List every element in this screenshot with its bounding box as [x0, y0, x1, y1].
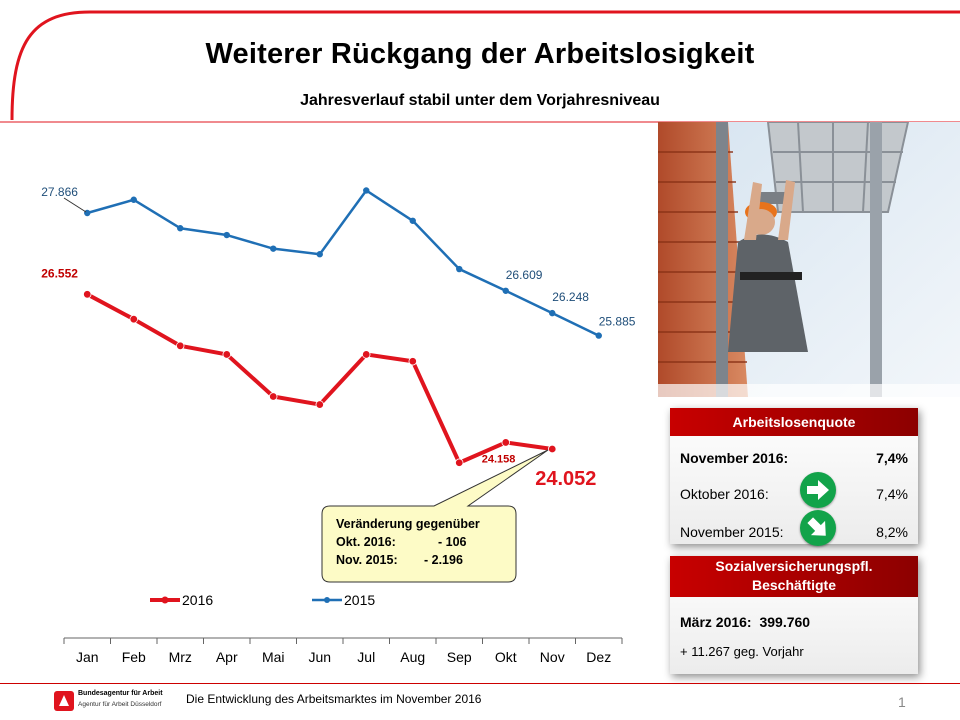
- data-point-2016: [455, 458, 464, 467]
- data-label-2016-okt: 24.158: [482, 453, 516, 465]
- data-point-2016: [501, 438, 510, 447]
- callout-oct-value: - 106: [438, 535, 467, 549]
- data-label-2015-dez: 25.885: [599, 315, 636, 329]
- rate-row: Oktober 2016: 7,4%: [680, 486, 908, 506]
- x-tick-label: Apr: [216, 649, 238, 665]
- data-label-2015-jan: 27.866: [41, 185, 78, 199]
- data-point-2016: [176, 341, 185, 350]
- employment-change-text: + 11.267 geg. Vorjahr: [680, 644, 804, 659]
- x-tick-label: Sep: [447, 649, 472, 665]
- footer-divider: [0, 683, 960, 684]
- rate-row-label: Oktober 2016:: [680, 486, 769, 502]
- data-point-2015: [549, 309, 556, 317]
- arrow-down-right-icon: [800, 510, 836, 546]
- agency-subname: Agentur für Arbeit Düsseldorf: [78, 701, 162, 708]
- rate-row: November 2015: 8,2%: [680, 524, 908, 544]
- agency-name: Bundesagentur für Arbeit: [78, 690, 163, 697]
- x-tick-label: Feb: [122, 649, 146, 665]
- x-tick-label: Jul: [357, 649, 375, 665]
- page-number: 1: [898, 694, 906, 710]
- label-leader-line: [63, 197, 87, 213]
- data-point-2016: [408, 357, 417, 366]
- x-tick-label: Jan: [76, 649, 99, 665]
- data-point-2015: [130, 196, 137, 203]
- employment-header: Sozialversicherungspfl. Beschäftigte: [670, 556, 918, 597]
- legend-2015-marker: [324, 597, 330, 603]
- data-point-2016: [83, 290, 92, 299]
- data-point-2016: [222, 350, 231, 359]
- callout-nov-value: - 2.196: [424, 553, 463, 567]
- legend: 2016 2015: [150, 592, 375, 608]
- data-point-2016: [129, 314, 138, 324]
- employment-value-row: März 2016: 399.760: [680, 614, 908, 634]
- unemployment-rate-header: Arbeitslosenquote: [670, 408, 918, 436]
- legend-2016-marker: [161, 596, 169, 604]
- data-point-2015: [223, 231, 230, 239]
- rate-row: November 2016: 7,4%: [680, 450, 908, 470]
- x-tick-label: Mrz: [169, 649, 192, 665]
- callout-oct-label: Okt. 2016:: [336, 535, 396, 549]
- series-line-2015: [86, 189, 600, 337]
- data-point-2015: [316, 251, 323, 258]
- callout-nov-label: Nov. 2015:: [336, 553, 398, 567]
- rate-row-value: 7,4%: [876, 450, 908, 466]
- data-point-2015: [409, 217, 416, 224]
- data-point-2015: [84, 209, 91, 217]
- employment-header-line-2: Beschäftigte: [751, 577, 837, 593]
- slide-title: Weiterer Rückgang der Arbeitslosigkeit: [205, 38, 755, 70]
- data-point-2016: [315, 400, 324, 409]
- data-point-2015: [456, 265, 463, 273]
- employment-header-line-1: Sozialversicherungspfl.: [715, 558, 873, 574]
- data-label-2016-jan: 26.552: [41, 266, 78, 280]
- callout-line-1: Veränderung gegenüber: [336, 517, 480, 531]
- change-callout-bubble: [321, 449, 549, 583]
- data-label-2016-nov: 24.052: [535, 468, 596, 490]
- data-point-2016: [269, 392, 278, 401]
- x-tick-label: Nov: [540, 649, 565, 665]
- worker-photo: [658, 122, 960, 397]
- arrow-right-icon: [800, 472, 836, 508]
- data-point-2016: [548, 444, 557, 454]
- unemployment-rate-panel: Arbeitslosenquote November 2016: 7,4% Ok…: [670, 408, 918, 546]
- x-tick-label: Aug: [400, 649, 425, 665]
- data-point-2015: [177, 225, 184, 232]
- employment-change-row: + 11.267 geg. Vorjahr: [680, 644, 908, 664]
- unemployment-line-chart: Jan Feb Mrz Apr Mai Jun Jul Aug Sep Okt Nov Dez 27.…: [41, 185, 636, 665]
- rate-row-value: 8,2%: [876, 524, 908, 540]
- legend-2015-label: 2015: [344, 592, 375, 608]
- data-label-2015-nov: 26.248: [552, 290, 589, 304]
- x-tick-label: Dez: [586, 649, 611, 665]
- data-point-2015: [363, 187, 370, 194]
- employment-panel: Sozialversicherungspfl. Beschäftigte Mär…: [670, 556, 918, 674]
- rate-row-label: November 2015:: [680, 524, 784, 540]
- employment-date-label: März 2016:: [680, 614, 752, 630]
- employment-value: 399.760: [759, 614, 811, 630]
- agency-logo-icon: [54, 691, 74, 711]
- data-point-2015: [502, 287, 509, 294]
- footer-caption: Die Entwicklung des Arbeitsmarktes im No…: [186, 692, 482, 706]
- data-point-2015: [270, 245, 277, 252]
- data-point-2015: [595, 332, 602, 339]
- series-line-2016: [86, 292, 553, 465]
- data-label-2015-okt: 26.609: [506, 268, 543, 282]
- x-tick-label: Mai: [262, 649, 285, 665]
- data-point-2016: [362, 350, 371, 359]
- x-tick-label: Jun: [308, 649, 331, 665]
- legend-2016-label: 2016: [182, 592, 213, 608]
- rate-row-label: November 2016:: [680, 450, 789, 466]
- rate-row-value: 7,4%: [876, 486, 908, 502]
- slide-subtitle: Jahresverlauf stabil unter dem Vorjahres…: [300, 92, 660, 109]
- x-tick-label: Okt: [495, 649, 517, 665]
